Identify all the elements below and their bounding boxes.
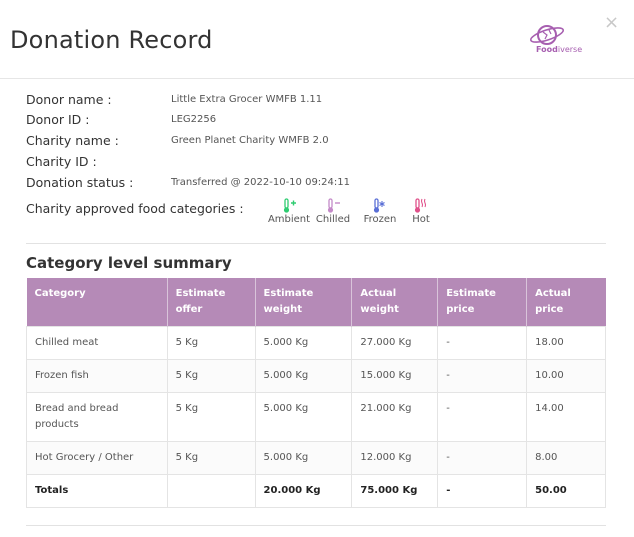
table-cell: 14.00 (526, 392, 606, 442)
frozen-thermometer-icon (373, 198, 385, 213)
table-cell: 5 Kg (166, 441, 256, 475)
table-cell: Bread and bread products (26, 392, 168, 442)
table-cell: - (437, 441, 528, 475)
table-header-row: Category Estimate offer Estimate weight … (26, 278, 606, 327)
table-cell: 5 Kg (166, 392, 256, 442)
table-cell: 20.000 Kg (254, 474, 353, 508)
table-cell: 15.000 Kg (351, 359, 439, 393)
close-icon[interactable]: × (604, 12, 620, 33)
page-title: Donation Record (10, 26, 213, 54)
chilled-thermometer-icon (327, 198, 340, 213)
table-cell: 18.00 (526, 326, 606, 360)
table-row: Frozen fish 5 Kg 5.000 Kg 15.000 Kg - 10… (26, 359, 606, 393)
donation-status-value: Transferred @ 2022-10-10 09:24:11 (171, 177, 350, 188)
table-cell: 5.000 Kg (254, 326, 353, 360)
food-category-hot: Hot (409, 198, 433, 225)
table-cell (166, 474, 256, 508)
table-cell: 8.00 (526, 441, 606, 475)
table-cell: 5 Kg (166, 326, 256, 360)
table-cell: 5.000 Kg (254, 441, 353, 475)
category-summary-title: Category level summary (26, 254, 232, 272)
food-category-chilled: Chilled (315, 198, 351, 225)
foodiverse-logo: Foodiverse (526, 18, 584, 58)
table-cell: 10.00 (526, 359, 606, 393)
column-header: Actual weight (351, 278, 439, 327)
table-row: Bread and bread products 5 Kg 5.000 Kg 2… (26, 392, 606, 442)
category-summary-table: Category Estimate offer Estimate weight … (26, 278, 606, 508)
table-cell: 75.000 Kg (351, 474, 439, 508)
table-cell: Totals (26, 474, 168, 508)
table-cell: - (437, 359, 528, 393)
column-header: Actual price (526, 278, 606, 327)
donor-name-value: Little Extra Grocer WMFB 1.11 (171, 94, 323, 105)
food-category-label: Frozen (363, 214, 397, 225)
table-totals-row: Totals 20.000 Kg 75.000 Kg - 50.00 (26, 474, 606, 508)
table-cell: 27.000 Kg (351, 326, 439, 360)
column-header: Estimate offer (167, 278, 256, 327)
donor-id-value: LEG2256 (171, 114, 217, 125)
food-category-ambient: Ambient (267, 198, 311, 225)
table-cell: - (437, 326, 528, 360)
table-row: Chilled meat 5 Kg 5.000 Kg 27.000 Kg - 1… (26, 326, 606, 360)
table-cell: 12.000 Kg (351, 441, 439, 475)
section-divider (26, 243, 606, 244)
charity-name-value: Green Planet Charity WMFB 2.0 (171, 135, 329, 146)
donor-id-label: Donor ID : (26, 112, 90, 127)
food-category-label: Hot (412, 214, 430, 225)
planet-logo-icon (529, 25, 565, 45)
table-cell: - (437, 392, 528, 442)
donor-name-label: Donor name : (26, 92, 112, 107)
table-cell: 5 Kg (166, 359, 256, 393)
table-row: Hot Grocery / Other 5 Kg 5.000 Kg 12.000… (26, 441, 606, 475)
table-cell: 50.00 (526, 474, 606, 508)
section-divider (26, 525, 606, 526)
food-category-frozen: Frozen (362, 198, 398, 225)
table-cell: 21.000 Kg (351, 392, 439, 442)
ambient-thermometer-icon (283, 198, 296, 213)
modal-header: Donation Record Foodiverse × (0, 0, 634, 79)
column-header: Estimate weight (255, 278, 353, 327)
table-cell: 5.000 Kg (254, 359, 353, 393)
food-category-label: Chilled (315, 214, 351, 225)
column-header: Estimate price (437, 278, 528, 327)
column-header: Category (26, 278, 168, 327)
table-cell: - (437, 474, 528, 508)
hot-thermometer-icon (414, 198, 426, 213)
charity-name-label: Charity name : (26, 133, 119, 148)
table-cell: Frozen fish (26, 359, 168, 393)
charity-id-label: Charity ID : (26, 154, 97, 169)
donation-status-label: Donation status : (26, 175, 134, 190)
table-cell: 5.000 Kg (254, 392, 353, 442)
logo-wordmark: Foodiverse (536, 45, 583, 54)
table-cell: Chilled meat (26, 326, 168, 360)
approved-categories-label: Charity approved food categories : (26, 201, 244, 216)
food-category-label: Ambient (267, 214, 311, 225)
table-cell: Hot Grocery / Other (26, 441, 168, 475)
